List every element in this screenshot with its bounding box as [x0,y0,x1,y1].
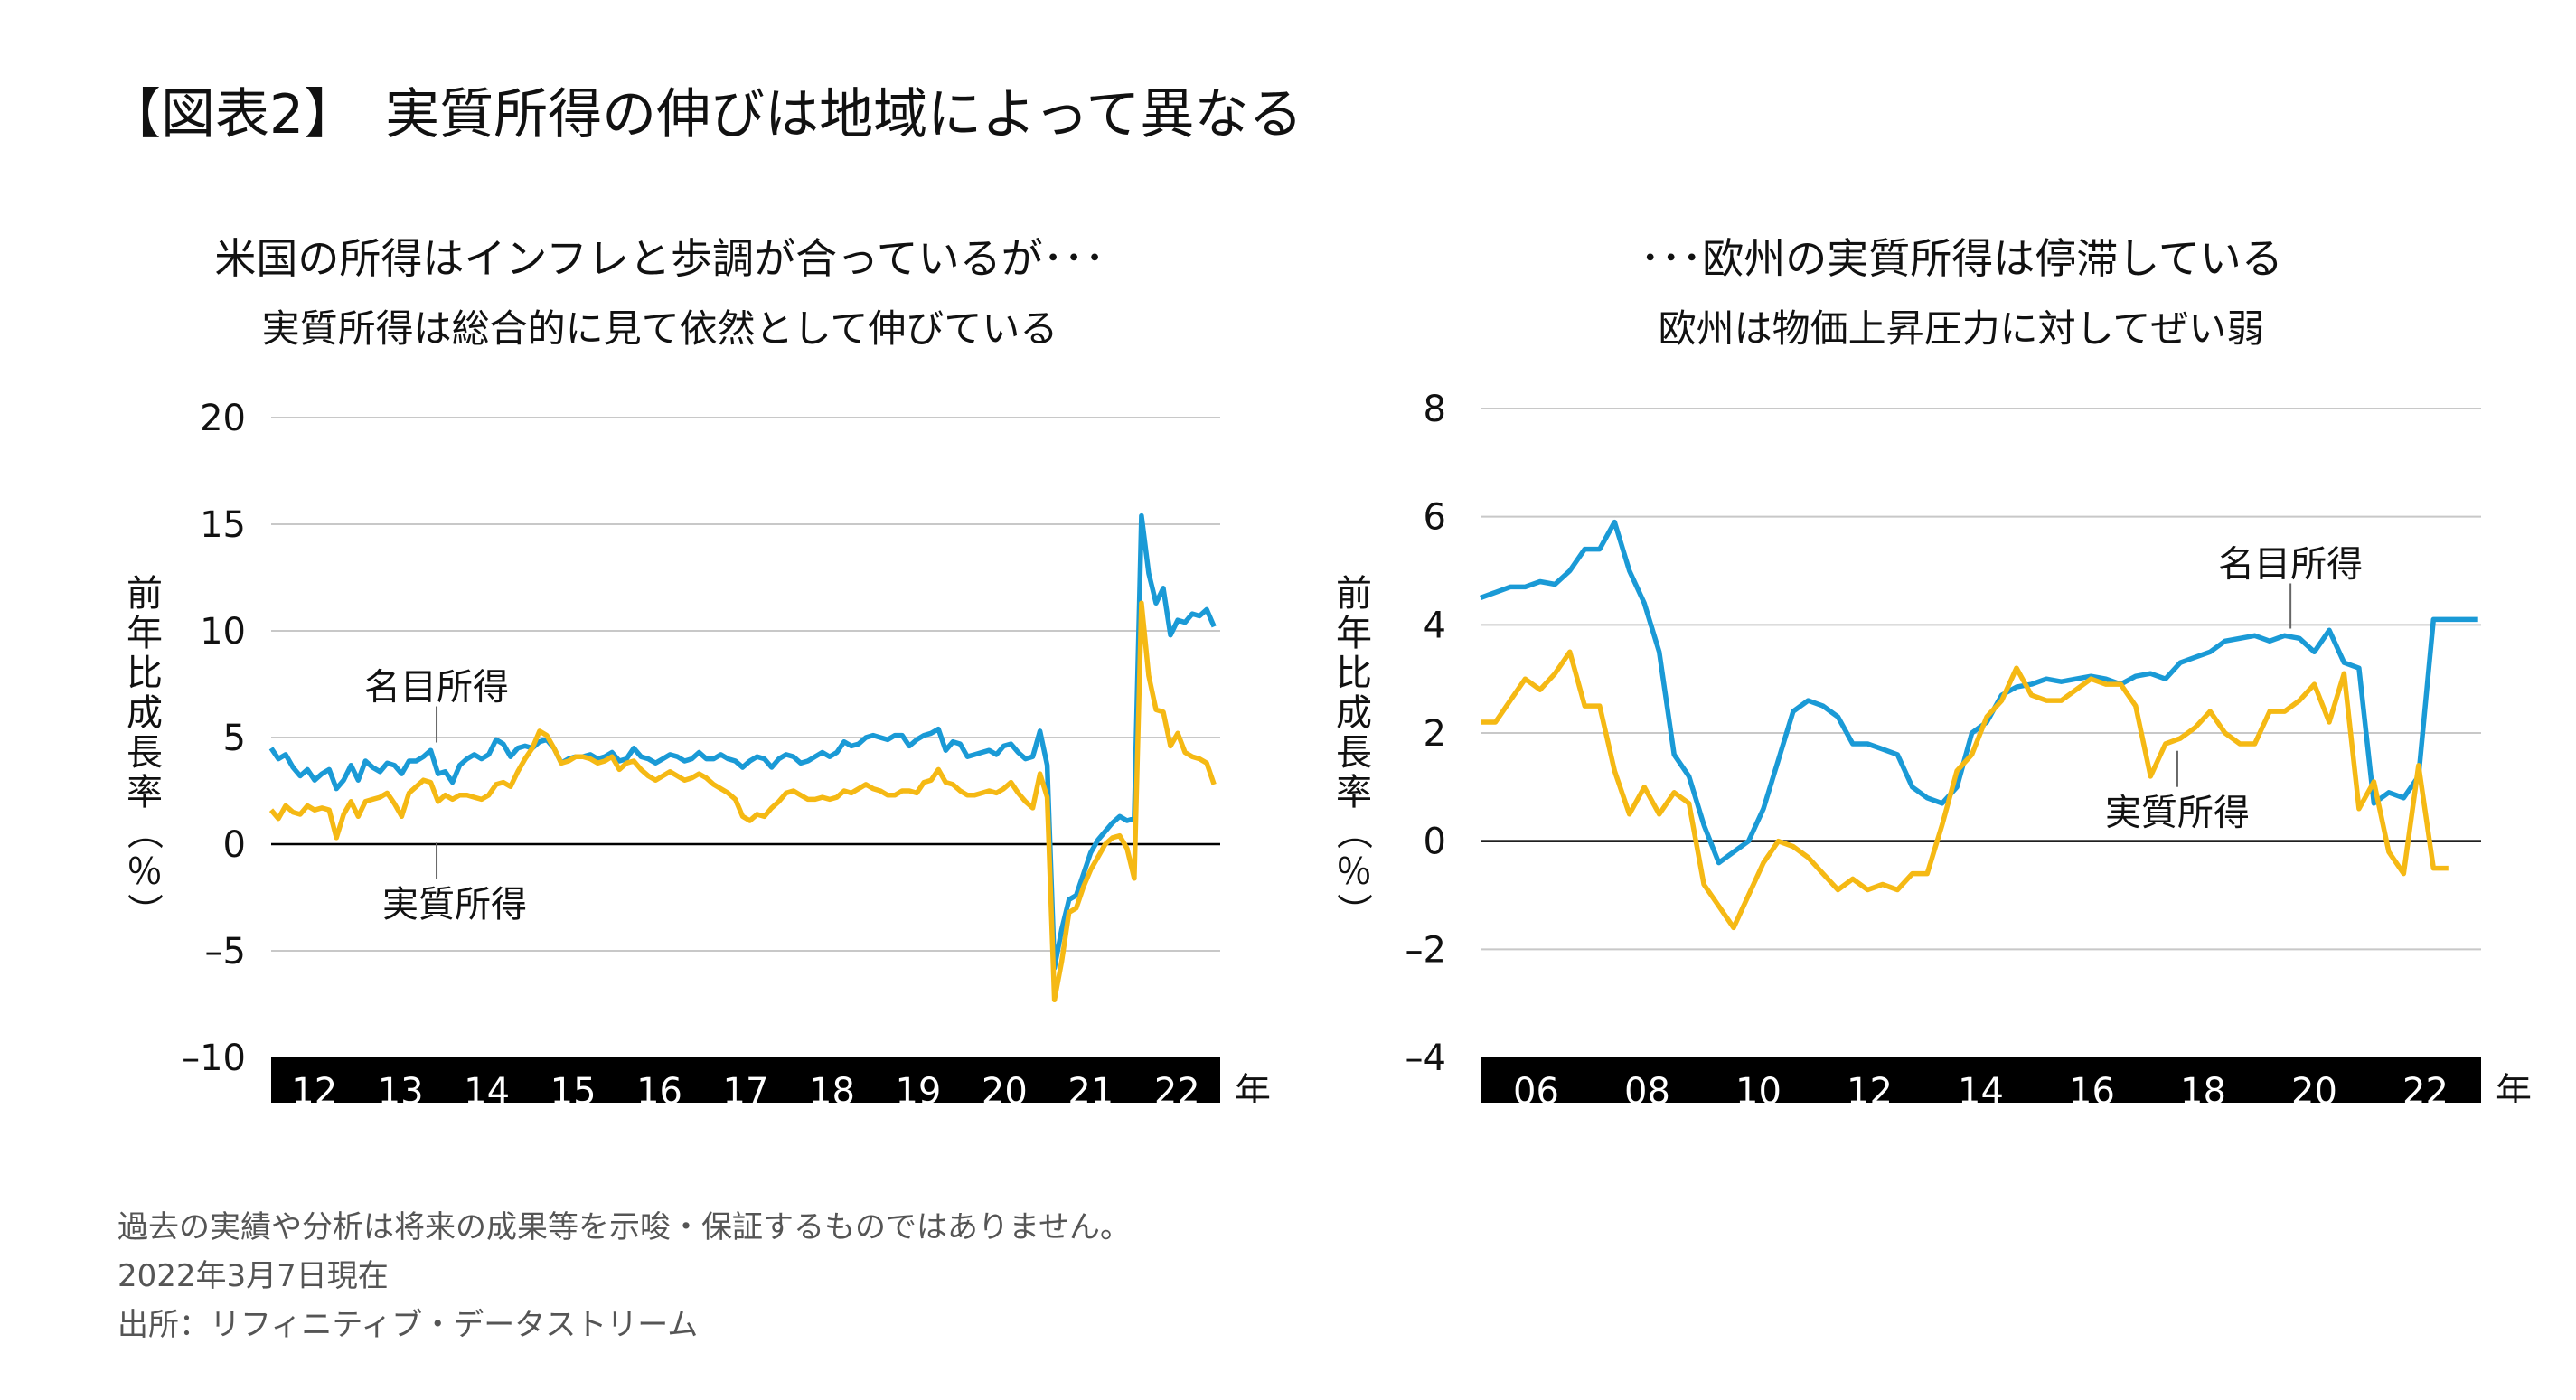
x-tick-label: 08 [1624,1071,1670,1103]
series-lines [1480,519,2478,931]
y-tick-label: 6 [1424,497,1446,539]
annotation-label: 名目所得 [2218,543,2363,585]
series-line [1481,649,2449,931]
y-tick-label: 20 [200,398,246,439]
x-unit-label: 年 [2496,1071,2532,1103]
y-axis-title-char: 年 [127,613,163,654]
x-tick-label: 18 [2180,1071,2226,1103]
x-tick-label: 10 [1735,1071,1782,1103]
grid-lines [271,417,1220,952]
page-title: 【図表2】 実質所得の伸びは地域によって異なる [107,83,1303,146]
y-axis-title-char: 比 [1336,653,1372,694]
y-axis-title-char: ％ [127,851,163,893]
source-note: 出所：リフィニティブ・データストリーム [118,1307,699,1343]
y-tick-label: 10 [200,611,246,653]
x-tick-label: 13 [378,1071,424,1103]
x-tick-label: 22 [1154,1071,1200,1103]
y-axis-title-char: ） [123,893,165,929]
y-axis-title-char: 年 [1336,613,1372,654]
y-axis-title-char: 成 [127,692,163,734]
y-tick-label: 8 [1424,389,1446,430]
y-tick-labels: 8 6 4 2 0 –2 –4 [1406,389,1446,1079]
x-tick-label: 06 [1513,1071,1559,1103]
y-axis-title-char: （ [1332,813,1374,850]
chart1-title: 米国の所得はインフレと歩調が合っているが･･･ [214,234,1105,283]
x-tick-label: 20 [982,1071,1028,1103]
y-axis-title-char: 成 [1336,692,1372,734]
y-tick-label: –10 [182,1038,246,1079]
series-line [268,600,1217,1003]
series-line [1480,519,2478,866]
x-tick-label: 18 [809,1071,855,1103]
annotation-label: 実質所得 [382,884,527,926]
y-axis-title-char: 長 [1336,732,1372,774]
x-axis-band [1481,1057,2481,1103]
y-tick-label: 4 [1424,605,1446,646]
chart2-title: ･･･欧州の実質所得は停滞している [1640,234,2283,283]
y-axis-title-char: （ [123,813,165,850]
y-tick-label: 2 [1424,713,1446,755]
x-tick-label: 15 [550,1071,597,1103]
y-axis-title-char: 長 [127,732,163,774]
y-tick-label: 15 [200,504,246,546]
y-tick-label: –2 [1406,929,1446,971]
annotation-label: 実質所得 [2105,793,2250,834]
x-tick-label: 16 [2069,1071,2115,1103]
y-axis-title-char: 前 [1336,573,1372,615]
chart1-subtitle: 実質所得は総合的に見て依然として伸びている [261,306,1058,351]
x-tick-label: 16 [636,1071,682,1103]
y-tick-labels: 20 15 10 5 0 –5 –10 [182,398,246,1079]
y-axis-title-char: 前 [127,573,163,615]
x-tick-labels: 12 13 14 15 16 17 18 19 20 21 22 [291,1071,1199,1103]
y-tick-label: 0 [223,824,246,866]
series-line [268,512,1217,971]
y-axis-title-char: 比 [127,653,163,694]
x-tick-label: 12 [1847,1071,1893,1103]
y-tick-label: 0 [1424,822,1446,863]
disclaimer-note: 過去の実績や分析は将来の成果等を示唆・保証するものではありません。 [118,1209,1131,1245]
annotation-label: 名目所得 [364,667,509,709]
x-tick-label: 14 [1958,1071,2004,1103]
x-unit-label: 年 [1235,1071,1271,1103]
y-tick-label: 5 [223,718,246,759]
grid-lines [1481,408,2481,951]
x-tick-label: 20 [2291,1071,2337,1103]
x-axis-band [271,1057,1220,1103]
x-tick-label: 22 [2402,1071,2449,1103]
x-tick-labels: 06 08 10 12 14 16 18 20 22 [1513,1071,2449,1103]
x-tick-label: 17 [723,1071,769,1103]
y-tick-label: –5 [205,931,246,972]
y-tick-label: –4 [1406,1038,1446,1079]
y-axis-title-char: ） [1332,893,1374,929]
chart2-subtitle: 欧州は物価上昇圧力に対してぜい弱 [1658,306,2265,351]
x-tick-label: 14 [464,1071,510,1103]
series-lines [268,512,1217,1003]
y-axis-title-char: ％ [1336,851,1372,893]
as-of-date-note: 2022年3月7日現在 [118,1258,389,1294]
x-tick-label: 19 [895,1071,941,1103]
x-tick-label: 21 [1067,1071,1114,1103]
y-axis-title-char: 率 [1336,772,1372,813]
y-axis-title-char: 率 [127,772,163,813]
x-tick-label: 12 [291,1071,337,1103]
